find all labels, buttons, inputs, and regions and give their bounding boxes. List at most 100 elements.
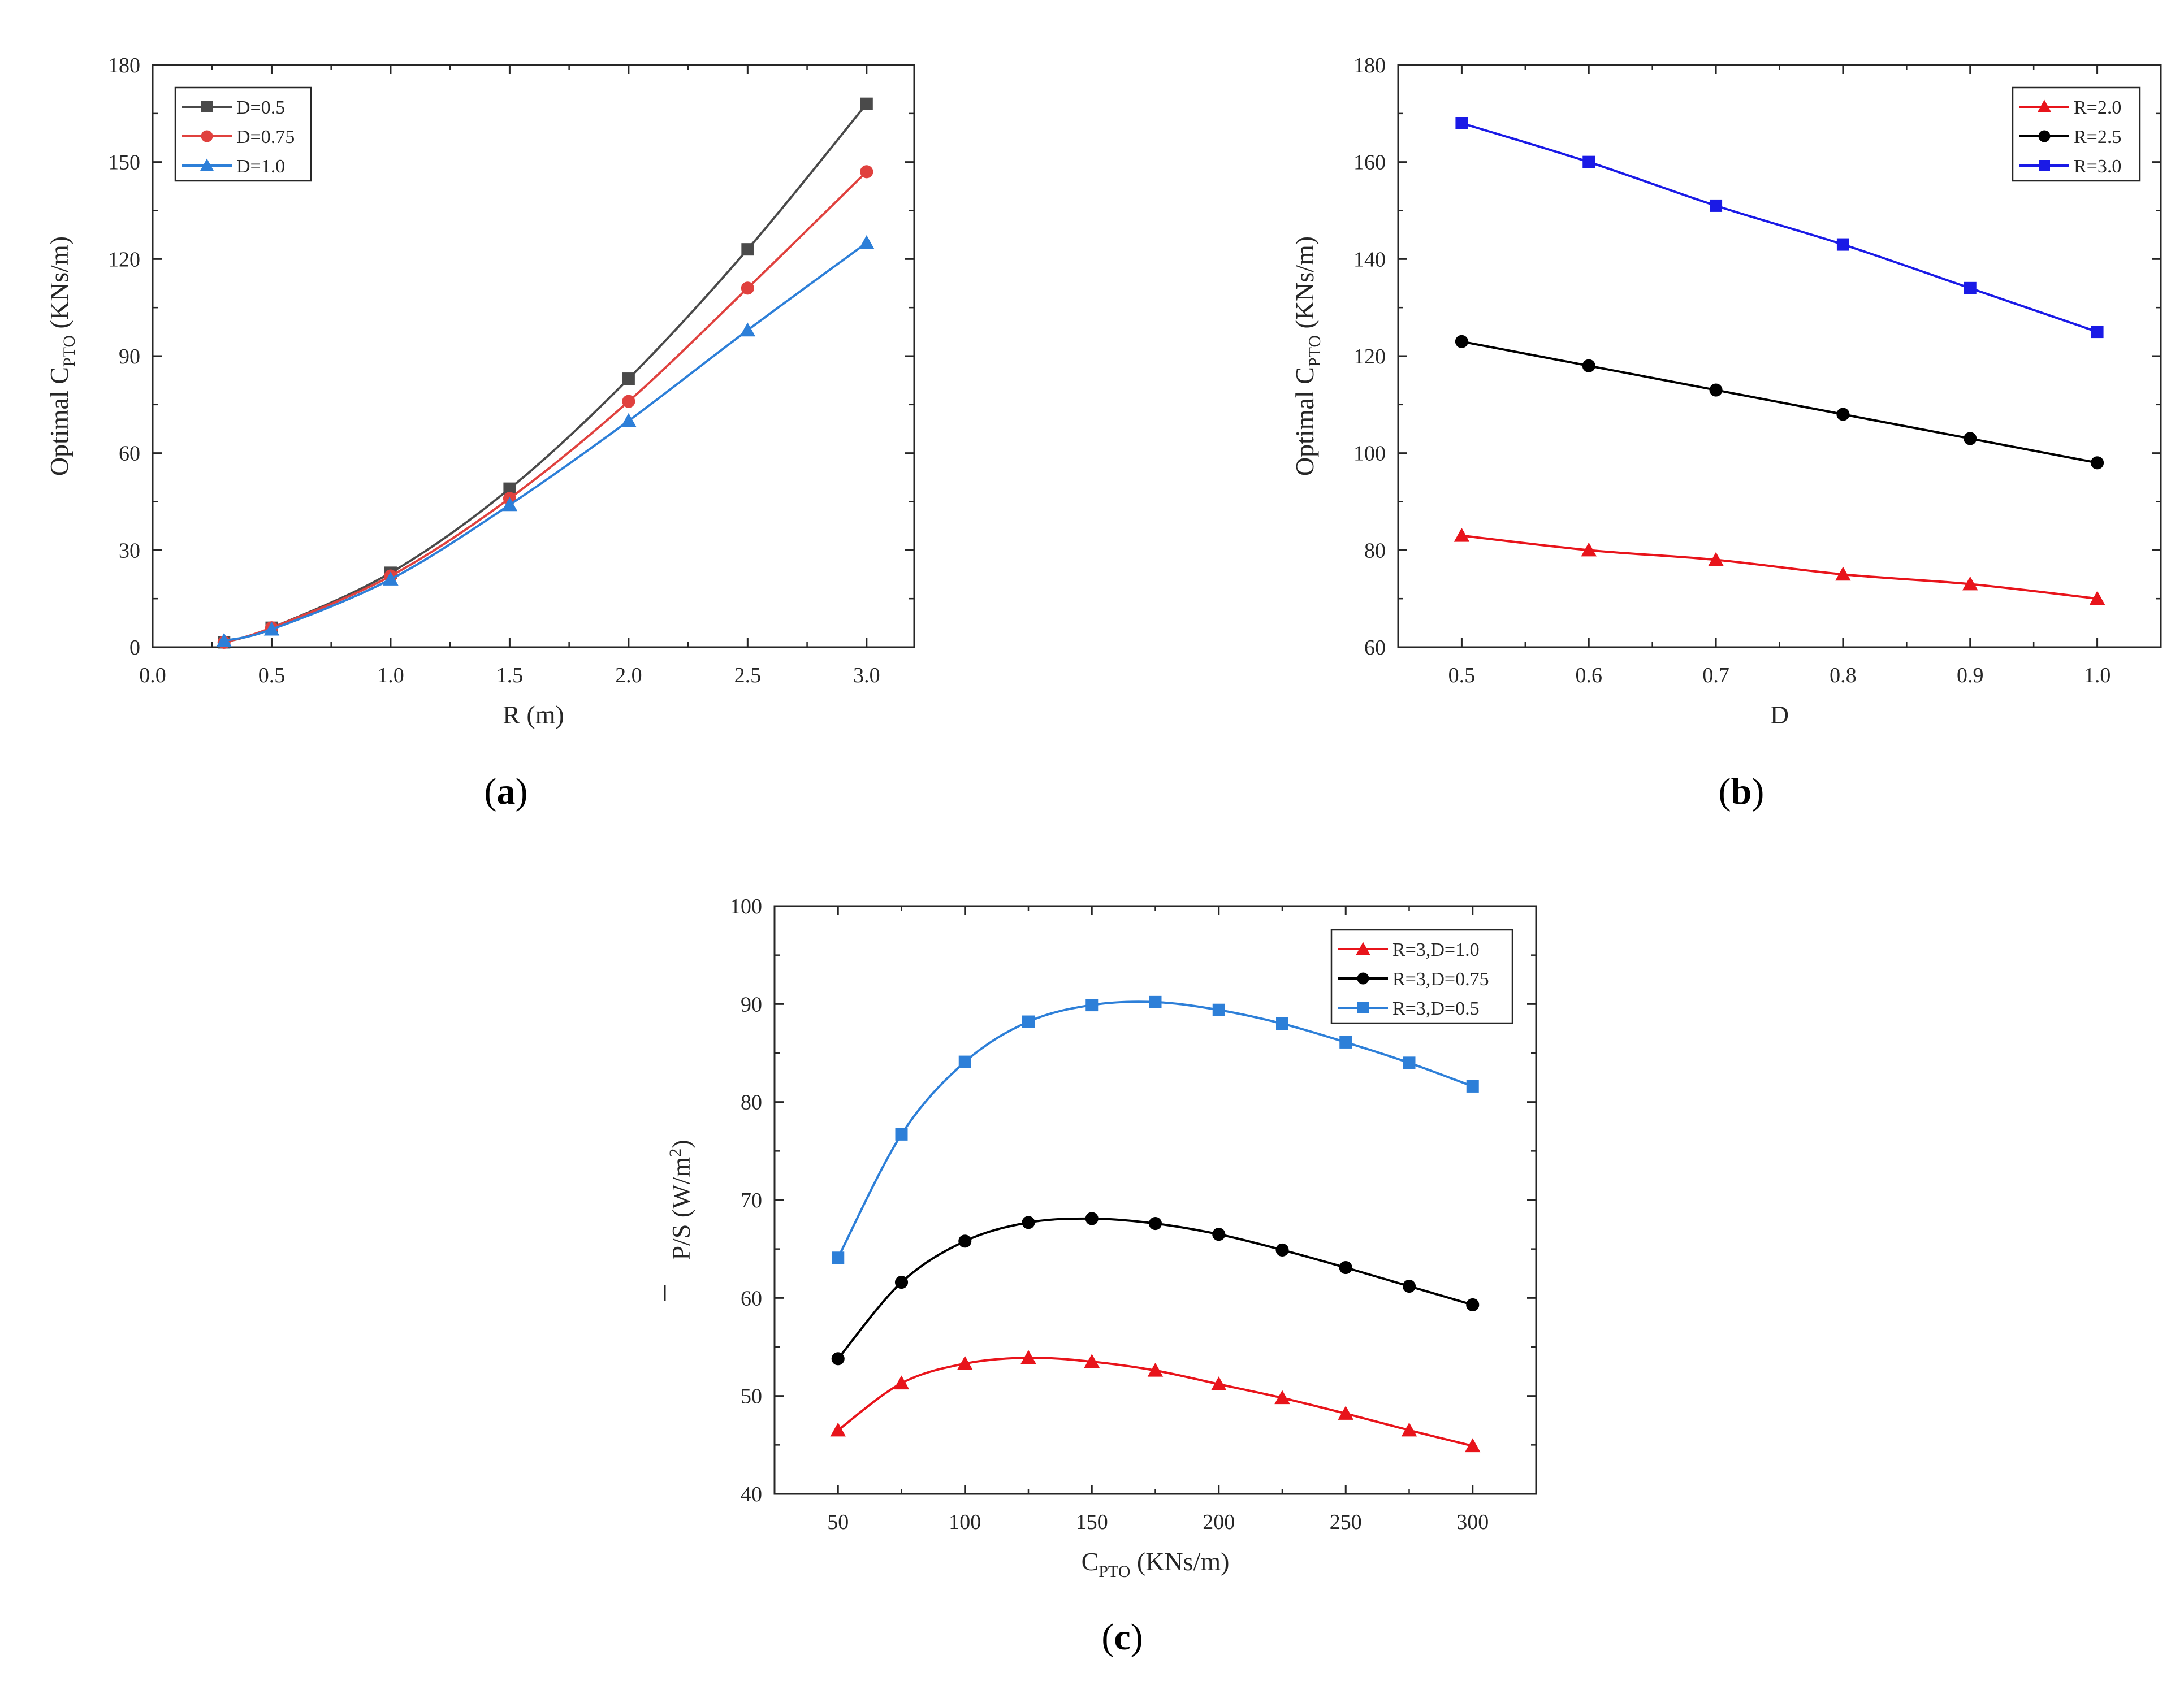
data-point (1962, 576, 1978, 591)
data-point (859, 235, 875, 249)
data-point (860, 165, 873, 179)
legend-label: D=1.0 (236, 156, 285, 177)
legend-marker (2038, 130, 2051, 142)
series-line (837, 1000, 1473, 1259)
legend-label: R=3,D=0.5 (1392, 998, 1480, 1019)
y-tick-label: 90 (119, 345, 140, 369)
x-tick-label: 3.0 (853, 664, 880, 687)
y-tick-label: 100 (1353, 442, 1386, 466)
data-point (383, 571, 399, 586)
data-point (832, 1251, 845, 1264)
x-axis-label: R (m) (503, 700, 564, 729)
series-R=3,D=0.5 (832, 995, 1479, 1264)
legend-marker (200, 158, 214, 171)
y-tick-label: 100 (730, 895, 762, 919)
data-point (895, 1128, 908, 1141)
data-point (1403, 1056, 1416, 1069)
series-R=2.5 (1455, 335, 2104, 470)
data-point (621, 413, 637, 427)
legend-marker (1357, 1002, 1369, 1013)
legend: R=2.0 R=2.5 R=3.0 (2012, 86, 2141, 182)
x-tick-label: 250 (1330, 1510, 1362, 1534)
y-axis-label: Optimal CPTO (KNs/m) (45, 236, 79, 476)
data-point (1466, 1298, 1480, 1312)
data-point (1022, 1015, 1035, 1028)
data-point (1582, 155, 1595, 168)
legend-marker (201, 101, 213, 112)
data-point (1465, 1438, 1481, 1453)
data-point (1148, 1217, 1162, 1231)
x-tick-label: 0.0 (139, 664, 166, 687)
data-point (622, 395, 635, 408)
y-tick-label: 60 (1364, 636, 1386, 660)
data-point (501, 497, 518, 512)
series-R=3.0 (1455, 117, 2104, 339)
data-point (1020, 1350, 1036, 1364)
y-axis-label: Optimal CPTO (KNs/m) (1290, 236, 1324, 476)
y-axis: 60 80 100 120 140 160 180 (1353, 54, 2161, 660)
y-axis: 40 50 60 70 80 90 100 (730, 895, 1536, 1506)
y-tick-label: 60 (741, 1286, 762, 1310)
data-point (958, 1234, 972, 1248)
x-axis: 0.0 0.5 1.0 1.5 2.0 2.5 3.0 (139, 65, 880, 687)
data-point (622, 372, 635, 385)
data-point (860, 97, 873, 110)
data-point (1212, 1228, 1226, 1241)
legend-label: R=3.0 (2074, 156, 2121, 177)
x-tick-label: 200 (1203, 1510, 1235, 1534)
legend-label: R=2.5 (2074, 127, 2121, 148)
x-tick-label: 2.0 (615, 664, 642, 687)
data-point (741, 243, 754, 256)
data-point (2091, 326, 2104, 339)
chart-c: 50 100 150 200 250 300 40 50 60 70 80 90 100 CPTO (KN… (664, 895, 1537, 1581)
x-tick-label: 150 (1076, 1510, 1108, 1534)
data-point (1402, 1279, 1416, 1293)
data-point (739, 322, 756, 337)
data-point (263, 621, 280, 636)
data-point (1581, 542, 1597, 557)
x-tick-label: 0.8 (1830, 664, 1857, 687)
data-point (1454, 527, 1470, 542)
x-axis-label: CPTO (KNs/m) (1082, 1547, 1230, 1581)
x-tick-label: 1.0 (377, 664, 404, 687)
series-line (223, 242, 867, 642)
series-R=3,D=1.0 (830, 1350, 1481, 1453)
series-line (1461, 340, 2097, 464)
series-R=3,D=0.75 (831, 1212, 1480, 1366)
legend-marker (2039, 160, 2050, 171)
data-point (1710, 199, 1723, 212)
y-tick-label: 180 (108, 54, 140, 77)
data-point (1964, 281, 1977, 294)
data-point (1582, 359, 1595, 372)
data-point (831, 1352, 845, 1366)
data-point (1836, 408, 1850, 421)
y-tick-label: 90 (741, 993, 762, 1016)
data-point (741, 281, 754, 295)
y-tick-label: 160 (1353, 151, 1386, 175)
data-point (1836, 238, 1849, 251)
y-axis: 0 30 60 90 120 150 180 (108, 54, 914, 660)
legend-label: R=3,D=0.75 (1392, 969, 1489, 990)
data-point (893, 1375, 910, 1390)
legend-label: R=2.0 (2074, 97, 2121, 118)
x-axis-label: D (1770, 700, 1789, 729)
chart-a: 0.0 0.5 1.0 1.5 2.0 2.5 3.0 0 30 60 90 120 150 180 R (… (45, 54, 915, 729)
x-axis: 50 100 150 200 250 300 (827, 906, 1489, 1534)
data-point (1835, 566, 1851, 581)
data-point (830, 1422, 846, 1437)
series-line (223, 171, 868, 644)
series-line (1461, 122, 2098, 333)
data-point (1149, 995, 1162, 1008)
data-point (2091, 456, 2104, 470)
x-tick-label: 0.9 (1957, 664, 1984, 687)
data-point (1147, 1362, 1164, 1377)
x-tick-label: 100 (949, 1510, 981, 1534)
data-point (1339, 1261, 1352, 1275)
legend-label: D=0.75 (236, 127, 295, 148)
data-point (894, 1276, 909, 1289)
data-point (1401, 1422, 1417, 1437)
legend-marker (1357, 972, 1369, 985)
data-point (1022, 1216, 1035, 1229)
x-axis: 0.5 0.6 0.7 0.8 0.9 1.0 (1448, 65, 2111, 687)
data-point (1455, 117, 1468, 129)
